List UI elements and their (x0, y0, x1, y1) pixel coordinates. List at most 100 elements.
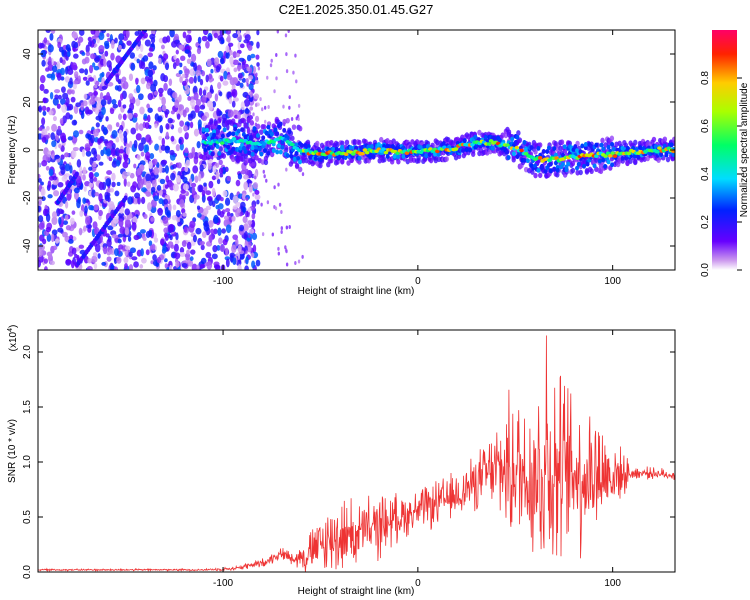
spectrogram-noise-cell (190, 53, 197, 63)
spectrogram-noise-cell (180, 189, 186, 194)
spectrogram-noise-cell (82, 166, 87, 176)
spectrogram-ridge-band-cell (548, 168, 553, 174)
spectrogram-noise-cell (232, 33, 239, 39)
spectrogram-noise-cell (165, 123, 170, 130)
spectrogram-y-tick-label: -20 (22, 190, 33, 205)
spectrogram-ridge-band-cell (243, 149, 248, 155)
spectrogram-noise-cell (133, 234, 140, 241)
spectrogram-noise-cell (189, 121, 194, 129)
spectrogram-noise-cell (177, 221, 183, 227)
spectrogram-ridge-core-cell (505, 143, 510, 147)
spectrogram-noise-cell (108, 200, 115, 208)
spectrogram-ridge-halo-cell (570, 160, 576, 167)
spectrogram-ridge-band-cell (278, 149, 283, 155)
spectrogram-noise-cell (140, 248, 144, 257)
spectrogram-noise-cell (68, 105, 72, 110)
spectrogram-noise-cell (158, 87, 164, 94)
spectrogram-noise-cell (235, 52, 240, 58)
snr-series-line (38, 335, 675, 572)
spectrogram-noise-cell (193, 62, 198, 72)
spectrogram-noise-cell (130, 62, 136, 71)
spectrogram-y-tick-label: 40 (22, 48, 33, 60)
spectrogram-noise-cell (124, 262, 128, 270)
spectrogram-ridge-band-cell (261, 135, 266, 141)
spectrogram-ridge-band-cell (424, 153, 429, 158)
spectrogram-ridge-band-cell (546, 145, 551, 151)
spectrogram-noise-cell (73, 80, 79, 85)
spectrogram-noise-cell (288, 224, 291, 229)
spectrogram-noise-cell (99, 72, 104, 78)
spectrogram-ridge-halo-cell (290, 135, 295, 142)
spectrogram-noise-cell (152, 254, 157, 261)
spectrogram-ridge-band-cell (560, 161, 565, 167)
spectrogram-noise-cell (231, 88, 238, 98)
spectrogram-noise-cell (174, 252, 181, 260)
spectrogram-ridge-core-cell (519, 148, 524, 153)
spectrogram-noise-cell (232, 195, 239, 204)
spectrogram-noise-cell (232, 97, 239, 102)
spectrogram-noise-cell (163, 75, 169, 83)
spectrogram-noise-cell (110, 264, 115, 270)
spectrogram-noise-cell (301, 172, 305, 177)
spectrogram-ridge-band-cell (603, 163, 608, 169)
spectrogram-ridge-band-cell (483, 134, 488, 140)
spectrogram-noise-cell (256, 41, 260, 49)
spectrogram-noise-cell (175, 209, 181, 218)
spectrogram-noise-cell (93, 204, 99, 211)
spectrogram-noise-cell (81, 149, 86, 157)
spectrogram-ridge-band-cell (462, 138, 467, 143)
spectrogram-noise-cell (185, 255, 190, 261)
spectrogram-noise-cell (85, 216, 91, 226)
spectrogram-noise-cell (53, 89, 61, 94)
spectrogram-noise-cell (285, 52, 288, 57)
spectrogram-noise-cell (114, 266, 119, 270)
spectrogram-noise-cell (191, 186, 196, 195)
spectrogram-noise-cell (169, 30, 175, 38)
spectrogram-noise-cell (138, 180, 144, 189)
spectrogram-noise-cell (266, 200, 270, 205)
spectrogram-noise-cell (150, 199, 157, 208)
spectrogram-noise-cell (135, 98, 141, 107)
spectrogram-noise-cell (168, 203, 172, 213)
spectrogram-noise-cell (52, 115, 57, 122)
spectrogram-noise-cell (221, 39, 225, 44)
spectrogram-ridge-band-cell (276, 143, 281, 149)
spectrogram-noise-cell (93, 262, 98, 270)
spectrogram-noise-cell (277, 182, 280, 187)
spectrogram-ridge-band-cell (282, 127, 287, 133)
spectrogram-ridge-halo-cell (315, 140, 320, 147)
spectrogram-noise-cell (233, 109, 239, 115)
spectrogram-ridge-halo-cell (254, 155, 259, 161)
spectrogram-noise-cell (161, 159, 168, 165)
spectrogram-noise-cell (72, 130, 79, 138)
spectrogram-ridge-halo-cell (283, 147, 289, 153)
spectrogram-noise-cell (237, 173, 243, 180)
spectrogram-ridge-halo-cell (530, 169, 535, 175)
spectrogram-ridge-halo-cell (470, 151, 476, 157)
spectrogram-noise-cell (65, 112, 71, 120)
spectrogram-noise-cell (189, 99, 196, 107)
spectrogram-ridge-band-cell (306, 144, 311, 149)
spectrogram-noise-cell (52, 179, 59, 186)
spectrogram-noise-cell (122, 36, 128, 41)
spectrogram-ridge-band-cell (636, 154, 641, 160)
spectrogram-noise-cell (159, 238, 165, 246)
spectrogram-noise-cell (218, 237, 223, 245)
spectrogram-noise-cell (82, 174, 86, 181)
spectrogram-noise-cell (60, 132, 67, 142)
spectrogram-noise-cell (131, 256, 138, 261)
spectrogram-noise-cell (56, 72, 62, 81)
spectrogram-noise-cell (61, 86, 66, 93)
spectrogram-noise-cell (273, 89, 276, 94)
spectrogram-noise-cell (175, 261, 180, 268)
spectrogram-noise-cell (42, 238, 47, 245)
spectrogram-noise-cell (236, 208, 242, 213)
spectrogram-noise-cell (205, 74, 209, 83)
spectrogram-noise-cell (50, 30, 56, 34)
spectrogram-noise-cell (242, 215, 248, 224)
spectrogram-ridge-halo-cell (237, 121, 242, 128)
spectrogram-noise-cell (147, 114, 151, 123)
spectrogram-noise-cell (206, 91, 213, 99)
spectrogram-noise-cell (232, 257, 237, 265)
spectrogram-noise-cell (287, 30, 290, 33)
